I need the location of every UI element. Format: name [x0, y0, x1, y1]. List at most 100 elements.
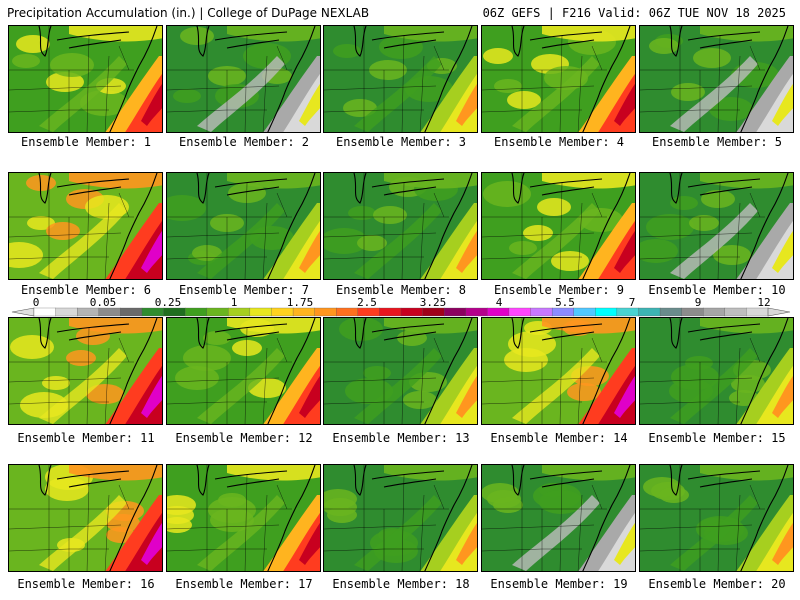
- ensemble-member-map: [323, 172, 478, 280]
- state-borders: [324, 173, 449, 279]
- precip-patch: [86, 384, 124, 404]
- ensemble-member-map: [481, 464, 636, 572]
- ensemble-member-map: [323, 25, 478, 133]
- coastline: [424, 465, 473, 571]
- precip-band-inland: [512, 203, 600, 279]
- legend-tick-label: 3.25: [420, 296, 447, 309]
- precip-patch: [689, 215, 719, 231]
- state-borders: [9, 318, 134, 424]
- state-borders: [9, 173, 134, 279]
- precip-patch: [333, 44, 361, 58]
- precip-band-inland: [39, 56, 127, 132]
- great-lakes-outline: [511, 465, 603, 496]
- ensemble-member-map: [8, 25, 163, 133]
- coastline: [740, 173, 789, 279]
- legend-color-bin: [77, 307, 100, 317]
- precip-patch: [339, 318, 383, 341]
- ensemble-member-map: [639, 25, 794, 133]
- legend-color-bin: [551, 307, 575, 317]
- ensemble-member-map: [166, 25, 321, 133]
- precip-swath-core: [299, 83, 320, 126]
- precip-patch: [493, 497, 523, 513]
- legend-tick-label: 5.5: [555, 296, 575, 309]
- precip-band-inland: [39, 495, 127, 571]
- ensemble-member-map: [166, 172, 321, 280]
- great-lakes-outline: [38, 318, 130, 349]
- ensemble-member-label: Ensemble Member: 9: [493, 283, 625, 297]
- legend-color-bin: [530, 307, 553, 317]
- great-lakes-outline: [196, 465, 288, 496]
- precip-patch: [483, 181, 531, 207]
- ensemble-member-label: Ensemble Member: 10: [648, 283, 786, 297]
- legend-color-bin: [314, 307, 337, 317]
- ensemble-member-label: Ensemble Member: 19: [490, 577, 628, 591]
- legend-color-bin: [444, 307, 467, 317]
- precip-band-inland: [354, 495, 442, 571]
- great-lakes-outline: [511, 173, 603, 204]
- ensemble-member-map: [639, 464, 794, 572]
- precip-northern-band: [227, 465, 320, 481]
- precip-patch: [509, 241, 537, 255]
- great-lakes-outline: [196, 173, 288, 204]
- legend-tick-label: 2.5: [357, 296, 377, 309]
- coastline: [582, 173, 631, 279]
- precip-swath-core: [614, 522, 635, 565]
- precip-swath-core: [772, 375, 793, 418]
- great-lakes-outline: [669, 173, 761, 204]
- precip-swath-core: [772, 522, 793, 565]
- great-lakes-outline: [38, 465, 130, 496]
- precip-band-inland: [197, 495, 285, 571]
- state-borders: [640, 318, 765, 424]
- precip-patch: [9, 242, 43, 268]
- legend-color-bin: [141, 307, 164, 317]
- page-title: Precipitation Accumulation (in.) | Colle…: [7, 6, 370, 20]
- precip-swath-core: [141, 522, 162, 565]
- precip-patch: [640, 239, 678, 263]
- ensemble-member-label: Ensemble Member: 13: [332, 431, 470, 445]
- coastline: [267, 26, 316, 132]
- legend-color-bin: [508, 307, 531, 317]
- state-borders: [9, 26, 134, 132]
- ensemble-member-map: [166, 317, 321, 425]
- precip-band-inland: [197, 203, 285, 279]
- precip-patch: [537, 198, 571, 216]
- legend-color-bin: [120, 307, 143, 317]
- precip-patch: [27, 216, 55, 230]
- ensemble-member-label: Ensemble Member: 20: [648, 577, 786, 591]
- precip-band-inland: [39, 348, 127, 424]
- legend-color-bin: [659, 307, 683, 317]
- great-lakes-outline: [38, 26, 130, 57]
- great-lakes-outline: [38, 173, 130, 204]
- great-lakes-outline: [511, 26, 603, 57]
- precip-northern-band: [227, 173, 320, 189]
- state-borders: [167, 465, 292, 571]
- legend-tick-label: 0.25: [155, 296, 182, 309]
- legend-tick-label: 0.05: [90, 296, 117, 309]
- precip-patch: [180, 27, 214, 45]
- precip-northern-band: [384, 26, 477, 42]
- legend-color-bin: [681, 307, 704, 317]
- legend-tick-label: 4: [496, 296, 503, 309]
- precip-band-inland: [512, 495, 600, 571]
- precip-patch: [16, 35, 50, 53]
- legend-tick-label: 0: [33, 296, 40, 309]
- legend-color-bin: [465, 307, 488, 317]
- precip-northern-band: [69, 318, 162, 334]
- ensemble-member-label: Ensemble Member: 5: [651, 135, 783, 149]
- precip-patch: [671, 83, 705, 101]
- precip-northern-band: [542, 318, 635, 334]
- precip-band-inland: [197, 348, 285, 424]
- legend-color-bin: [163, 307, 186, 317]
- legend-tick-label: 12: [757, 296, 770, 309]
- legend-color-bin: [98, 307, 121, 317]
- precip-swath-core: [299, 230, 320, 273]
- precip-swath-core: [456, 83, 477, 126]
- ensemble-member-label: Ensemble Member: 2: [178, 135, 310, 149]
- precip-patch: [507, 91, 541, 109]
- ensemble-member-label: Ensemble Member: 12: [175, 431, 313, 445]
- ensemble-member-label: Ensemble Member: 3: [335, 135, 467, 149]
- precip-patch: [45, 477, 89, 501]
- precip-swath-core: [141, 375, 162, 418]
- great-lakes-outline: [669, 26, 761, 57]
- state-borders: [640, 465, 765, 571]
